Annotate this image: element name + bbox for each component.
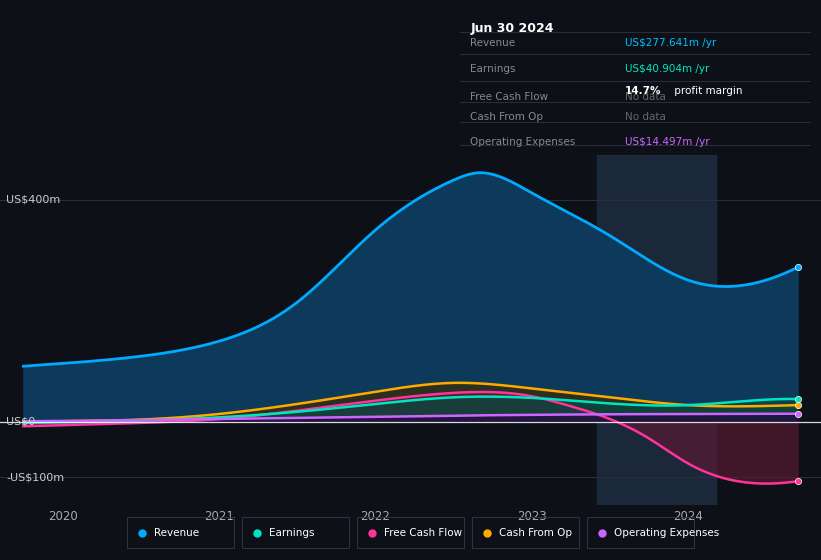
- Text: Earnings: Earnings: [470, 64, 516, 74]
- Text: Operating Expenses: Operating Expenses: [614, 528, 719, 538]
- Text: Earnings: Earnings: [269, 528, 314, 538]
- Text: Revenue: Revenue: [154, 528, 200, 538]
- Text: -US$100m: -US$100m: [7, 472, 64, 482]
- Text: US$0: US$0: [7, 417, 35, 427]
- Bar: [598, 155, 716, 505]
- Text: No data: No data: [625, 91, 666, 101]
- Text: Operating Expenses: Operating Expenses: [470, 137, 576, 147]
- Text: Cash From Op: Cash From Op: [499, 528, 572, 538]
- Text: Cash From Op: Cash From Op: [470, 112, 544, 122]
- Text: US$14.497m /yr: US$14.497m /yr: [625, 137, 709, 147]
- Text: 14.7%: 14.7%: [625, 86, 662, 96]
- Text: US$400m: US$400m: [7, 194, 61, 204]
- Text: Free Cash Flow: Free Cash Flow: [384, 528, 462, 538]
- Text: No data: No data: [625, 112, 666, 122]
- Text: US$40.904m /yr: US$40.904m /yr: [625, 64, 709, 74]
- Text: profit margin: profit margin: [671, 86, 742, 96]
- Text: Free Cash Flow: Free Cash Flow: [470, 91, 548, 101]
- Text: Jun 30 2024: Jun 30 2024: [470, 22, 554, 35]
- Text: US$277.641m /yr: US$277.641m /yr: [625, 38, 716, 48]
- Text: Revenue: Revenue: [470, 38, 516, 48]
